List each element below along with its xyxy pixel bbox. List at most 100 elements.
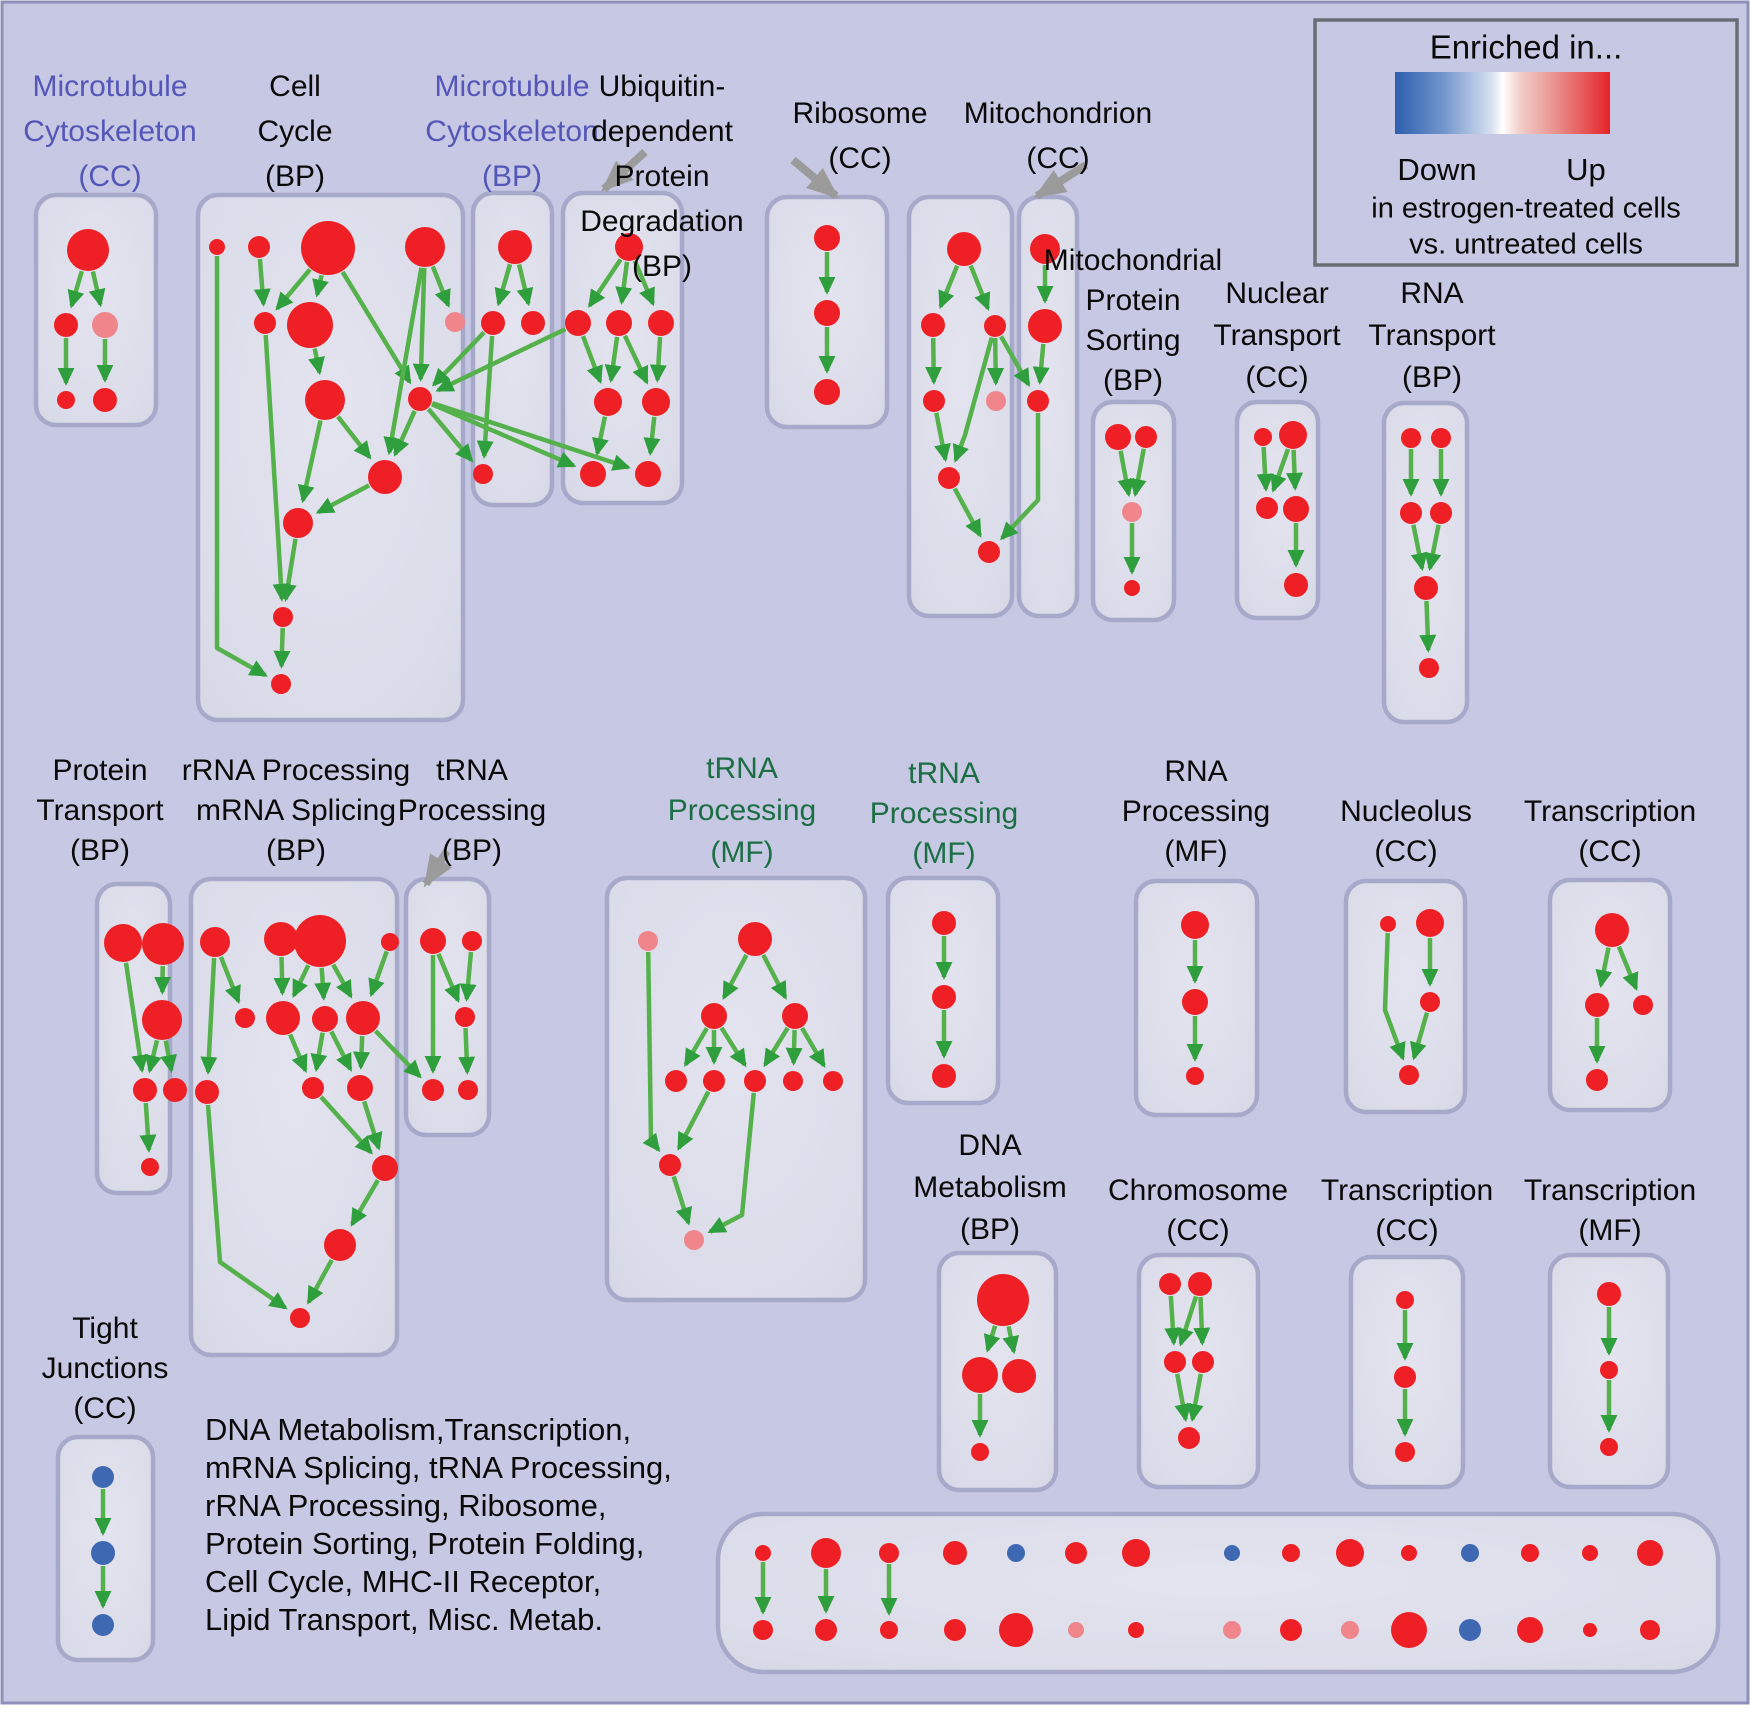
cluster-label: (CC) bbox=[1578, 835, 1641, 868]
go-term-node-red bbox=[999, 1613, 1033, 1647]
cluster-label: Sorting bbox=[1085, 324, 1180, 357]
go-relation-edge bbox=[412, 267, 430, 382]
annotation-arrow bbox=[790, 156, 840, 200]
go-relation-edge bbox=[643, 416, 661, 456]
go-term-node-red bbox=[312, 1006, 338, 1032]
cluster-label: Tight bbox=[72, 1312, 138, 1345]
go-term-node-red bbox=[200, 927, 230, 957]
go-term-node-red bbox=[1256, 497, 1278, 519]
go-relation-edge bbox=[1424, 524, 1442, 572]
go-term-node-red bbox=[943, 1541, 967, 1565]
go-term-node-red bbox=[947, 232, 981, 266]
go-term-node-red bbox=[580, 461, 606, 487]
go-term-node-pink bbox=[445, 312, 465, 332]
go-term-node-red bbox=[814, 225, 840, 251]
go-term-node-red bbox=[209, 239, 225, 255]
go-term-node-red bbox=[1394, 1366, 1416, 1388]
go-relation-edge bbox=[312, 274, 329, 298]
go-relation-edge bbox=[1286, 449, 1304, 491]
go-term-node-pink bbox=[1223, 1621, 1241, 1639]
go-relation-edge bbox=[615, 261, 633, 306]
go-relation-edge bbox=[1129, 448, 1147, 498]
go-term-node-red bbox=[811, 1538, 841, 1568]
go-relation-edge bbox=[273, 627, 291, 669]
go-term-node-red bbox=[703, 1070, 725, 1092]
go-term-node-red bbox=[1416, 909, 1444, 937]
go-term-node-red bbox=[1430, 502, 1452, 524]
go-term-node-red bbox=[1283, 496, 1309, 522]
go-term-node-red bbox=[372, 1155, 398, 1181]
go-term-node-red bbox=[1585, 993, 1609, 1017]
go-term-node-blue bbox=[1007, 1544, 1025, 1562]
cluster-label: (CC) bbox=[1374, 835, 1437, 868]
go-relation-edge bbox=[88, 271, 106, 308]
go-term-node-red bbox=[1105, 424, 1131, 450]
cluster-label: (CC) bbox=[73, 1392, 136, 1425]
go-term-node-red bbox=[521, 311, 545, 335]
go-relation-edge bbox=[430, 265, 451, 308]
go-term-node-red bbox=[1396, 1291, 1414, 1309]
merged-categories-text: rRNA Processing, Ribosome, bbox=[205, 1488, 606, 1523]
go-relation-edge bbox=[306, 1258, 334, 1305]
go-relation-edge bbox=[253, 258, 271, 307]
go-relation-edge bbox=[516, 263, 534, 307]
cluster-label: Processing bbox=[1122, 795, 1270, 828]
go-relation-edge bbox=[205, 1104, 288, 1310]
go-term-node-red bbox=[462, 931, 482, 951]
cluster-box-trna_mf1 bbox=[604, 875, 868, 1303]
go-term-node-red bbox=[932, 985, 956, 1009]
go-relation-edge bbox=[1117, 450, 1135, 498]
cluster-label: Cycle bbox=[257, 115, 332, 148]
go-term-node-red bbox=[290, 1308, 310, 1328]
cluster-label: Cytoskeleton bbox=[425, 115, 598, 148]
go-term-node-red bbox=[324, 1229, 356, 1261]
go-term-node-red bbox=[932, 1064, 956, 1088]
go-relation-edge bbox=[1595, 947, 1613, 989]
go-term-node-red bbox=[923, 390, 945, 412]
go-term-node-red bbox=[932, 911, 956, 935]
cluster-box-mt_bp bbox=[470, 190, 555, 508]
go-relation-edge bbox=[721, 953, 749, 1001]
cluster-label: Microtubule bbox=[434, 70, 589, 103]
cluster-label: (BP) bbox=[442, 834, 502, 867]
go-relation-edge bbox=[435, 327, 567, 393]
go-relation-edge bbox=[288, 1033, 308, 1074]
go-term-node-blue bbox=[1224, 1545, 1240, 1561]
go-term-node-blue bbox=[91, 1541, 115, 1565]
go-term-node-red bbox=[1400, 502, 1422, 524]
go-term-node-red bbox=[635, 461, 661, 487]
go-term-node-red bbox=[133, 1078, 157, 1102]
go-term-node-red bbox=[738, 922, 772, 956]
cluster-box-nucleolus bbox=[1343, 878, 1468, 1115]
legend-gradient-bar bbox=[1395, 72, 1610, 134]
go-relation-edge bbox=[368, 950, 389, 998]
go-term-node-red bbox=[195, 1080, 219, 1104]
go-term-node-red bbox=[283, 508, 313, 538]
go-term-node-red bbox=[921, 313, 945, 337]
go-relation-edge bbox=[671, 1175, 693, 1226]
cluster-label: (BP) bbox=[632, 250, 692, 283]
go-term-node-red bbox=[1401, 428, 1421, 448]
go-term-node-red bbox=[1135, 426, 1157, 448]
go-relation-edge bbox=[218, 956, 241, 1004]
go-term-node-red bbox=[971, 1443, 989, 1461]
cluster-label: DNA bbox=[958, 1129, 1021, 1162]
go-relation-edge bbox=[676, 1090, 711, 1151]
go-term-node-red bbox=[1186, 1067, 1204, 1085]
go-relation-edge bbox=[952, 487, 982, 538]
cluster-label: (MF) bbox=[912, 837, 975, 870]
merged-categories-text: DNA Metabolism,Transcription, bbox=[205, 1412, 631, 1447]
merged-categories-text: Protein Sorting, Protein Folding, bbox=[205, 1526, 644, 1561]
go-term-node-red bbox=[962, 1357, 998, 1393]
cluster-label: (CC) bbox=[1245, 361, 1308, 394]
go-term-node-red bbox=[744, 1070, 766, 1092]
annotation-arrow bbox=[601, 149, 648, 192]
cluster-label: Ubiquitin- bbox=[599, 70, 726, 103]
go-term-node-blue bbox=[92, 1614, 114, 1636]
go-term-node-red bbox=[498, 230, 532, 264]
go-relation-edge bbox=[763, 1026, 790, 1068]
go-term-node-red bbox=[783, 1071, 803, 1091]
go-term-node-red bbox=[266, 1001, 300, 1035]
go-relation-edge bbox=[1193, 1296, 1211, 1346]
go-term-node-red bbox=[458, 1080, 478, 1100]
